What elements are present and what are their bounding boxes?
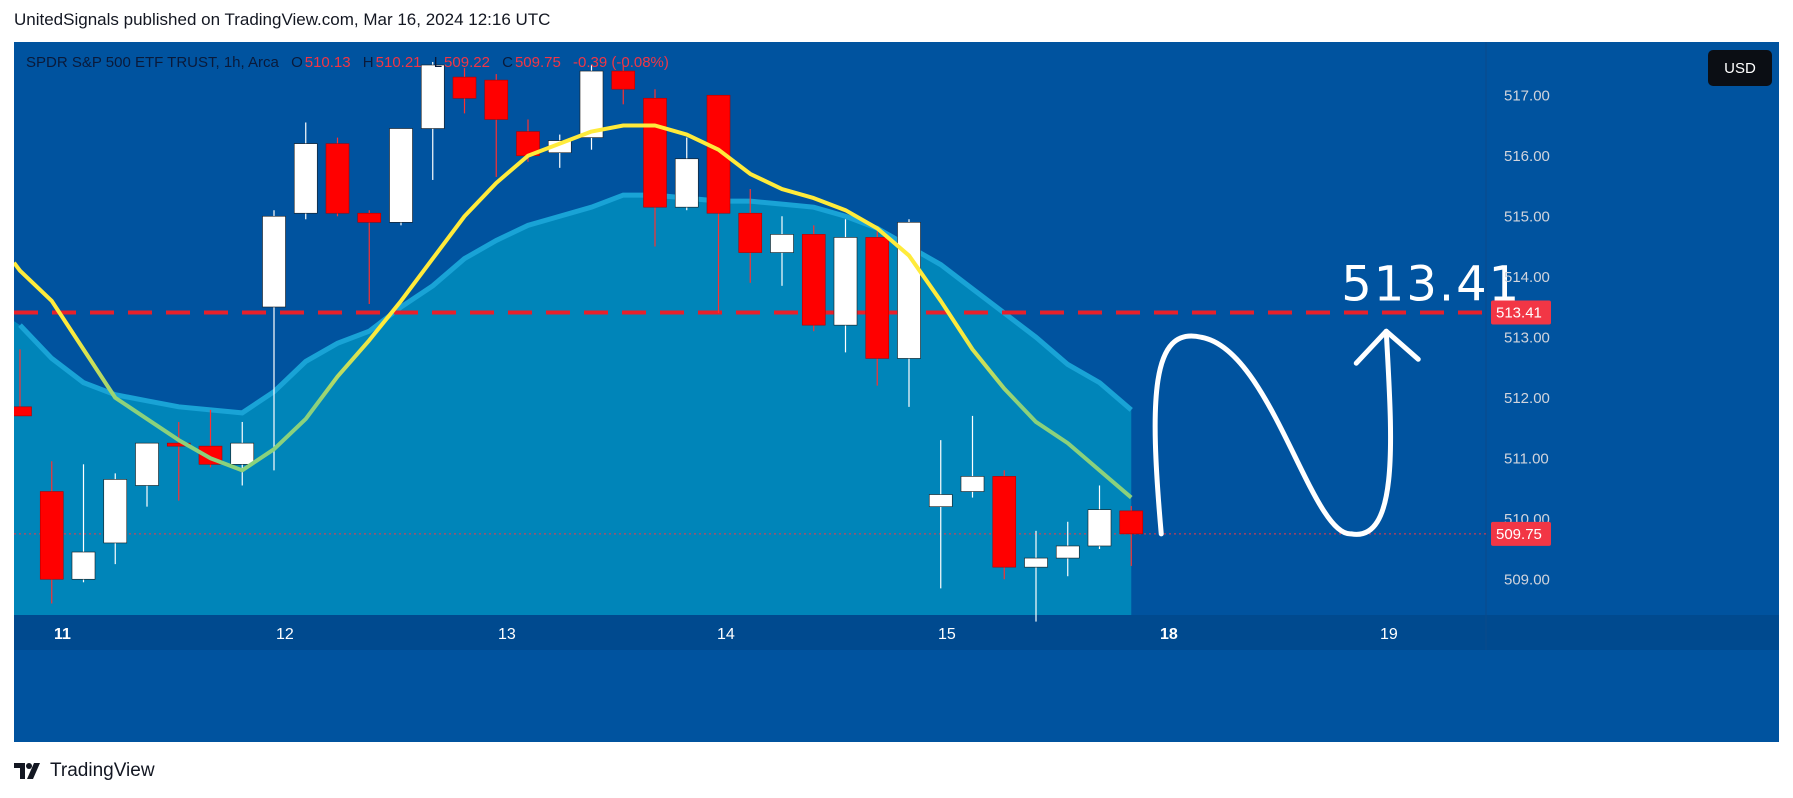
currency-button[interactable]: USD <box>1708 50 1772 86</box>
current-price-badge <box>1491 521 1551 546</box>
high-label: H <box>362 54 374 71</box>
forecast-arrowhead <box>1353 328 1421 366</box>
candle-body <box>992 476 1017 568</box>
price-tick-label: 509.00 <box>1504 571 1550 588</box>
candle-body <box>706 94 731 214</box>
close-value: 509.75 <box>514 54 561 71</box>
price-tick-label: 514.00 <box>1504 269 1550 286</box>
candle-body <box>928 494 953 507</box>
price-chart[interactable]: 513.41 509.00510.00511.00512.00513.00514… <box>14 42 1779 742</box>
high-value: 510.21 <box>375 54 422 71</box>
candle-body <box>103 479 128 544</box>
chart-pane[interactable]: 513.41 509.00 510.00 511.00 512.00 513.00 514… <box>14 42 1779 742</box>
candle-body <box>1024 557 1048 568</box>
candle-body <box>135 442 159 486</box>
candle-body <box>325 143 350 214</box>
time-tick-label: 11 <box>54 626 71 643</box>
time-tick-label: 13 <box>498 626 516 643</box>
candle-body <box>611 70 636 90</box>
price-tick-label: 511.00 <box>1504 450 1549 467</box>
open-value: 510.13 <box>304 54 351 71</box>
tradingview-logo-icon <box>14 763 40 779</box>
time-axis-band[interactable] <box>14 615 1779 650</box>
current-price-label: 509.75 <box>1496 526 1542 543</box>
candle-body <box>420 64 445 129</box>
price-tick-label: 516.00 <box>1504 148 1550 165</box>
candle-body <box>1119 510 1144 535</box>
candle-body <box>801 234 826 326</box>
tradingview-brand[interactable]: TradingView <box>14 760 155 782</box>
candle-body <box>357 212 382 223</box>
candle-body <box>14 406 32 417</box>
candle-body <box>39 491 64 580</box>
price-tick-label: 513.00 <box>1504 329 1550 346</box>
candle-body <box>484 79 509 120</box>
low-value: 509.22 <box>444 54 490 71</box>
forecast-curve <box>1152 328 1394 537</box>
price-tick-label: 512.00 <box>1504 390 1550 407</box>
candle-body <box>71 551 96 580</box>
price-tick-label: 517.00 <box>1504 87 1550 104</box>
symbol-legend: SPDR S&P 500 ETF TRUST, 1h, Arca O 510.13… <box>26 54 669 71</box>
area-line <box>18 192 1133 416</box>
publisher-line: UnitedSignals published on TradingView.c… <box>14 10 551 29</box>
candle-body <box>230 442 255 465</box>
candle-body <box>960 476 985 492</box>
candle-body <box>262 215 286 308</box>
level-badge-label: 513.41 <box>1496 304 1542 321</box>
target-annotation: 513.41 <box>1341 256 1521 312</box>
candle-body <box>293 143 318 214</box>
candle-body <box>579 70 604 138</box>
candle-body <box>770 234 794 253</box>
time-tick-label: 12 <box>276 626 294 643</box>
candle-body <box>897 222 921 359</box>
candle-body <box>833 237 858 326</box>
candle-body <box>1055 545 1080 559</box>
price-scale-panel[interactable] <box>1486 42 1779 615</box>
brand-name: TradingView <box>50 760 155 781</box>
low-label: L <box>433 54 443 71</box>
price-tick-label: 515.00 <box>1504 208 1550 225</box>
candle-body <box>1087 509 1112 547</box>
time-tick-label: 15 <box>938 626 956 643</box>
candle-body <box>738 212 763 253</box>
symbol-title: SPDR S&P 500 ETF TRUST, 1h, Arca <box>26 54 279 71</box>
close-label: C <box>502 54 513 71</box>
candle-body <box>389 128 413 223</box>
candle-body <box>643 97 667 208</box>
level-badge <box>1491 300 1551 325</box>
time-tick-label: 19 <box>1380 626 1398 643</box>
open-label: O <box>291 54 303 71</box>
time-tick-label: 18 <box>1160 626 1178 643</box>
time-tick-label: 14 <box>717 626 735 643</box>
candle-body <box>674 158 699 208</box>
candle-body <box>865 237 890 359</box>
price-change: -0.39 (-0.08%) <box>573 54 669 71</box>
moving-average-line <box>14 123 1133 500</box>
candle-body <box>452 76 477 99</box>
